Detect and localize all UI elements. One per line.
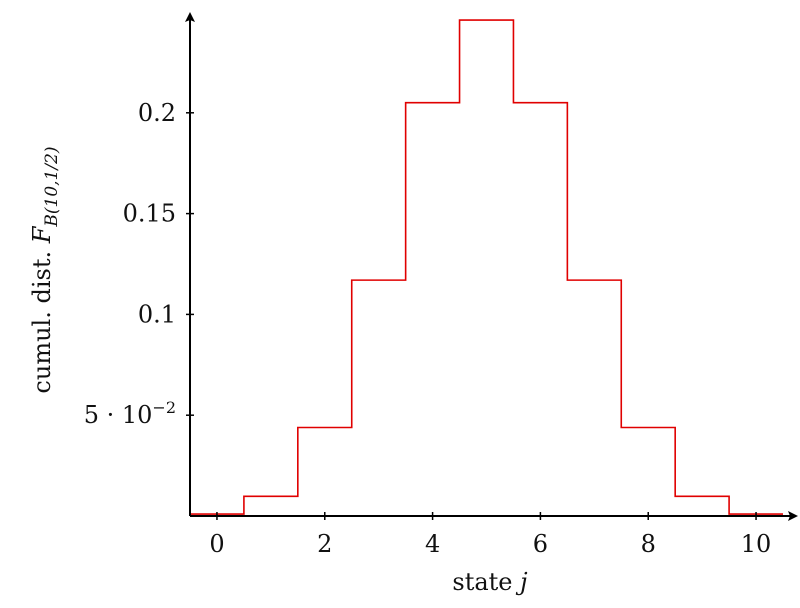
x-tick-label: 0 (209, 530, 224, 558)
y-axis-label: cumul. dist. FB(10,1/2) (28, 146, 62, 393)
x-tick-label: 6 (533, 530, 548, 558)
plot-area (190, 19, 783, 515)
y-axis-arrowhead (185, 12, 195, 22)
x-tick-label: 10 (741, 530, 772, 558)
y-axis-label-var: F (28, 225, 56, 244)
y-axis-label-subscript: B(10,1/2) (42, 146, 62, 227)
x-axis-label: state j (452, 568, 528, 596)
x-tick-label: 4 (425, 530, 440, 558)
x-axis-arrowhead (788, 511, 798, 521)
x-tick-label: 8 (641, 530, 656, 558)
y-axis-label-text: cumul. dist. (28, 243, 56, 393)
series-line-0 (190, 19, 783, 515)
y-tick-label: 0.15 (123, 200, 176, 228)
x-tick-label: 2 (317, 530, 332, 558)
y-tick-label: 0.2 (138, 99, 176, 127)
y-tick-label: 5 · 10−2 (84, 398, 176, 429)
y-tick-label: 0.1 (138, 300, 176, 328)
x-axis-ticks: 0 2 4 6 8 10 (209, 512, 771, 558)
y-axis-ticks: 5 · 10−2 0.1 0.15 0.2 (84, 99, 194, 429)
x-axis-label-text: state (452, 568, 520, 596)
